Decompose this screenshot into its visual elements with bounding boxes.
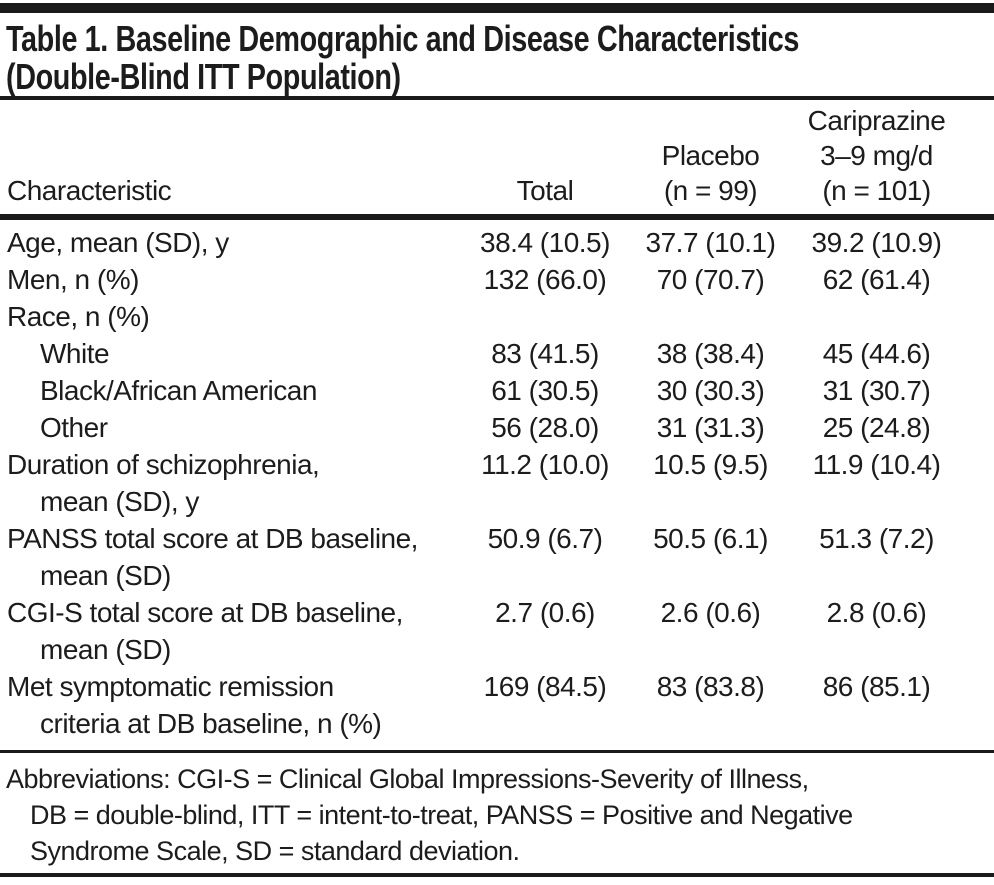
row-label: Age, mean (SD), y	[0, 224, 448, 261]
cell-cariprazine: 86 (85.1)	[822, 671, 931, 702]
row-label-line: mean (SD)	[40, 634, 171, 665]
table-row: Duration of schizophrenia, mean (SD), y 11…	[0, 446, 994, 520]
row-label-line: mean (SD)	[40, 560, 171, 591]
row-label-line: CGI-S total score at DB baseline,	[7, 597, 403, 628]
cell-total: 2.7 (0.6)	[495, 597, 595, 628]
cell-total: 56 (28.0)	[491, 412, 599, 443]
table-row: White 83 (41.5) 38 (38.4) 45 (44.6)	[0, 335, 994, 372]
column-header-line: Total	[516, 175, 574, 206]
table-title-line-2: (Double-Blind ITT Population)	[6, 56, 401, 97]
cell-cariprazine: 45 (44.6)	[822, 338, 931, 369]
title-rule	[0, 96, 994, 100]
table-row: Race, n (%)	[0, 298, 994, 335]
cell-cariprazine: 11.9 (10.4)	[812, 449, 941, 480]
footnote-line: Syndrome Scale, SD = standard deviation.	[30, 836, 520, 866]
column-header-characteristic: Characteristic	[0, 173, 448, 208]
row-label: Duration of schizophrenia, mean (SD), y	[0, 446, 448, 520]
cell-total: 169 (84.5)	[483, 671, 607, 702]
cell-cariprazine: 2.8 (0.6)	[826, 597, 927, 628]
table-row: Met symptomatic remission criteria at DB …	[0, 668, 994, 742]
cell-total: 61 (30.5)	[491, 375, 599, 406]
cell-total: 38.4 (10.5)	[480, 227, 610, 258]
top-rule	[0, 3, 994, 13]
cell-total: 132 (66.0)	[483, 264, 607, 295]
cell-placebo: 31 (31.3)	[656, 412, 765, 443]
row-label-line: mean (SD), y	[40, 486, 199, 517]
column-header-line: Placebo	[661, 140, 760, 171]
cell-cariprazine: 51.3 (7.2)	[819, 523, 934, 554]
cell-cariprazine: 62 (61.4)	[822, 264, 931, 295]
row-label-line: Other	[40, 412, 108, 443]
table-body: Age, mean (SD), y 38.4 (10.5) 37.7 (10.1) 3…	[0, 220, 994, 750]
column-header-total: Total	[448, 173, 628, 208]
row-label-line: Men, n (%)	[7, 264, 139, 295]
cell-total: 50.9 (6.7)	[487, 523, 603, 554]
cell-placebo: 83 (83.8)	[656, 671, 765, 702]
table-row: Black/African American 61 (30.5) 30 (30.3)…	[0, 372, 994, 409]
cell-placebo: 30 (30.3)	[656, 375, 765, 406]
row-label-line: Black/African American	[40, 375, 317, 406]
cell-cariprazine: 25 (24.8)	[822, 412, 931, 443]
column-header-cariprazine: Cariprazine 3–9 mg/d (n = 101)	[793, 103, 994, 208]
table-title: Table 1. Baseline Demographic and Diseas…	[0, 13, 994, 96]
row-label-line: Race, n (%)	[7, 301, 150, 332]
table-header-row: Characteristic Total Placebo (n = 99) Caripr…	[0, 100, 994, 214]
cell-placebo: 38 (38.4)	[656, 338, 765, 369]
row-label-line: Duration of schizophrenia,	[7, 449, 320, 480]
row-label-line: criteria at DB baseline, n (%)	[40, 708, 382, 739]
cell-placebo: 70 (70.7)	[656, 264, 765, 295]
cell-cariprazine: 31 (30.7)	[822, 375, 931, 406]
table-row: PANSS total score at DB baseline, mean (S…	[0, 520, 994, 594]
abbreviations-footnote: Abbreviations: CGI-S = Clinical Global I…	[0, 753, 994, 873]
footnote-line: Abbreviations: CGI-S = Clinical Global I…	[6, 764, 809, 794]
row-label-line: White	[40, 338, 110, 369]
row-label-line: Age, mean (SD), y	[7, 227, 229, 258]
row-label: Other	[0, 409, 448, 446]
cell-total: 83 (41.5)	[491, 338, 599, 369]
cell-placebo: 50.5 (6.1)	[653, 523, 768, 554]
column-header-line: Cariprazine	[807, 105, 946, 136]
row-label: PANSS total score at DB baseline, mean (S…	[0, 520, 448, 594]
header-rule	[0, 214, 994, 220]
footnote-line: DB = double-blind, ITT = intent-to-treat…	[30, 800, 853, 830]
column-header-line: Characteristic	[7, 175, 172, 206]
row-label: Black/African American	[0, 372, 448, 409]
row-label: CGI-S total score at DB baseline, mean (S…	[0, 594, 448, 668]
cell-cariprazine: 39.2 (10.9)	[811, 227, 942, 258]
table-row: Other 56 (28.0) 31 (31.3) 25 (24.8)	[0, 409, 994, 446]
cell-placebo: 37.7 (10.1)	[645, 227, 776, 258]
cell-placebo: 2.6 (0.6)	[660, 597, 761, 628]
row-label: Men, n (%)	[0, 261, 448, 298]
column-header-placebo: Placebo (n = 99)	[628, 138, 793, 208]
column-header-line: (n = 99)	[663, 175, 758, 206]
cell-placebo: 10.5 (9.5)	[653, 449, 768, 480]
column-header-line: 3–9 mg/d	[820, 140, 933, 171]
row-label: White	[0, 335, 448, 372]
table-row: Age, mean (SD), y 38.4 (10.5) 37.7 (10.1) 3…	[0, 224, 994, 261]
row-label: Race, n (%)	[0, 298, 448, 335]
cell-total: 11.2 (10.0)	[481, 449, 609, 480]
table-title-line-1: Table 1. Baseline Demographic and Diseas…	[6, 18, 800, 59]
row-label-line: PANSS total score at DB baseline,	[7, 523, 418, 554]
footnote-rule	[0, 750, 994, 753]
table-row: Men, n (%) 132 (66.0) 70 (70.7) 62 (61.4)	[0, 261, 994, 298]
table-row: CGI-S total score at DB baseline, mean (S…	[0, 594, 994, 668]
row-label: Met symptomatic remission criteria at DB …	[0, 668, 448, 742]
row-label-line: Met symptomatic remission	[7, 671, 334, 702]
column-header-line: (n = 101)	[822, 175, 931, 206]
bottom-rule	[0, 873, 994, 877]
